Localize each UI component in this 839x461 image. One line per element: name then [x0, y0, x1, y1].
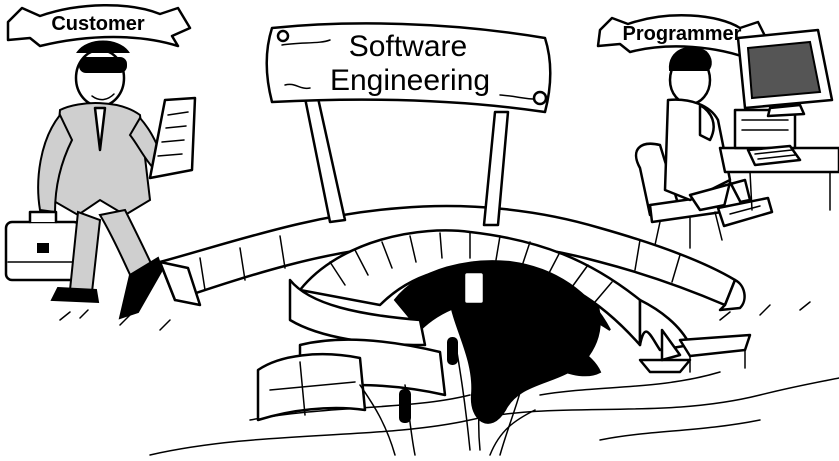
- programmer-figure: [634, 46, 774, 249]
- paper-boat-icon: [638, 328, 692, 374]
- cattails: [359, 317, 536, 456]
- signpost: Software Engineering: [265, 22, 552, 227]
- jetty: [678, 333, 752, 373]
- programmer-label: Programmer: [623, 23, 742, 45]
- computer-desk: [718, 28, 839, 211]
- grass: [59, 301, 811, 331]
- sign-title-line1: Software: [349, 30, 467, 63]
- programmer-banner: Programmer: [596, 14, 770, 62]
- stone-bridge: [158, 204, 746, 422]
- sign-title-line2: Engineering: [330, 64, 490, 97]
- briefcase-icon: [4, 210, 82, 282]
- customer-label: Customer: [51, 13, 145, 35]
- lantern-icon: [462, 261, 486, 317]
- monitor-icon: [736, 28, 834, 118]
- customer-figure: [4, 40, 197, 320]
- customer-banner: Customer: [6, 4, 192, 48]
